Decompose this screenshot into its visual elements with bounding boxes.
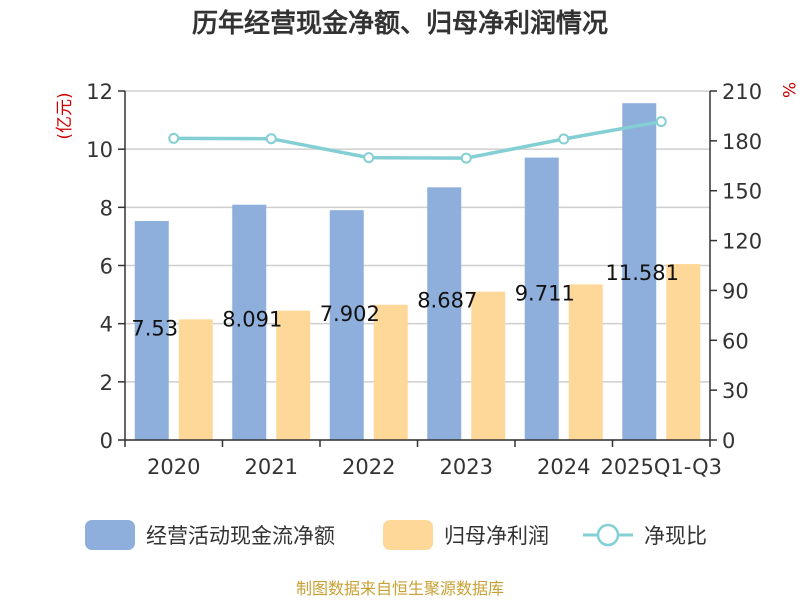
x-tick-label: 2024 xyxy=(537,455,590,479)
ratio-line-path xyxy=(173,119,662,160)
net-profit-bar xyxy=(373,304,408,440)
left-axis-unit: (亿元) xyxy=(55,92,75,139)
ratio-point xyxy=(265,133,277,145)
cash-flow-bar xyxy=(524,157,559,440)
right-axis-unit: % xyxy=(778,82,798,98)
right-tick-label: 30 xyxy=(722,379,749,403)
cash-flow-bar xyxy=(232,204,267,440)
ratio-point xyxy=(655,116,667,128)
right-tick-label: 210 xyxy=(722,80,762,104)
ratio-point xyxy=(168,132,180,144)
right-tick-label: 180 xyxy=(722,130,762,154)
net-profit-bar xyxy=(471,291,506,440)
cash-flow-bar xyxy=(329,210,364,440)
net-profit-bar xyxy=(568,284,603,440)
cash-flow-bar xyxy=(622,103,657,440)
legend-swatch-cash-flow xyxy=(85,520,135,550)
cash-flow-data-label: 11.581 xyxy=(606,261,679,285)
left-tick-label: 6 xyxy=(100,255,113,279)
left-tick-label: 12 xyxy=(86,80,113,104)
net-profit-bar xyxy=(178,319,213,440)
legend-swatch-net-profit xyxy=(383,520,433,550)
cash-flow-data-label: 9.711 xyxy=(515,281,575,305)
x-tick-label: 2025Q1-Q3 xyxy=(600,455,722,479)
right-tick-label: 0 xyxy=(722,429,735,453)
source-note: 制图数据来自恒生聚源数据库 xyxy=(296,579,504,598)
legend-swatch-ratio-marker xyxy=(596,523,620,547)
x-tick-label: 2020 xyxy=(147,455,200,479)
ratio-point xyxy=(460,152,472,164)
ratio-line xyxy=(168,116,667,164)
x-tick-label: 2023 xyxy=(440,455,493,479)
right-tick-label: 120 xyxy=(722,230,762,254)
cash-flow-bar xyxy=(134,221,169,440)
bars xyxy=(134,103,701,440)
left-tick-label: 2 xyxy=(100,371,113,395)
cash-flow-data-label: 8.091 xyxy=(222,308,282,332)
cash-flow-bar xyxy=(427,187,462,440)
legend-label-cash-flow: 经营活动现金流净额 xyxy=(146,524,335,548)
right-tick-label: 90 xyxy=(722,279,749,303)
legend: 经营活动现金流净额 归母净利润 净现比 xyxy=(85,520,707,550)
right-tick-label: 60 xyxy=(722,329,749,353)
left-tick-label: 10 xyxy=(86,138,113,162)
chart-title: 历年经营现金净额、归母净利润情况 xyxy=(192,8,608,39)
net-profit-bar xyxy=(666,264,701,440)
ratio-point xyxy=(558,133,570,145)
left-tick-label: 4 xyxy=(100,313,113,337)
cash-flow-data-label: 8.687 xyxy=(417,289,477,313)
legend-label-net-profit: 归母净利润 xyxy=(444,524,549,548)
ratio-point xyxy=(363,152,375,164)
right-tick-label: 150 xyxy=(722,180,762,204)
cash-flow-data-label: 7.902 xyxy=(320,302,380,326)
net-profit-bar xyxy=(276,310,311,440)
left-tick-label: 0 xyxy=(100,429,113,453)
legend-label-ratio: 净现比 xyxy=(644,524,707,548)
cash-flow-data-label: 7.53 xyxy=(131,316,178,340)
data-labels: 7.53 8.091 7.902 8.687 9.711 11.581 xyxy=(131,261,679,340)
gridlines xyxy=(125,90,710,441)
x-tick-label: 2021 xyxy=(245,455,298,479)
left-tick-label: 8 xyxy=(100,196,113,220)
x-tick-label: 2022 xyxy=(342,455,395,479)
